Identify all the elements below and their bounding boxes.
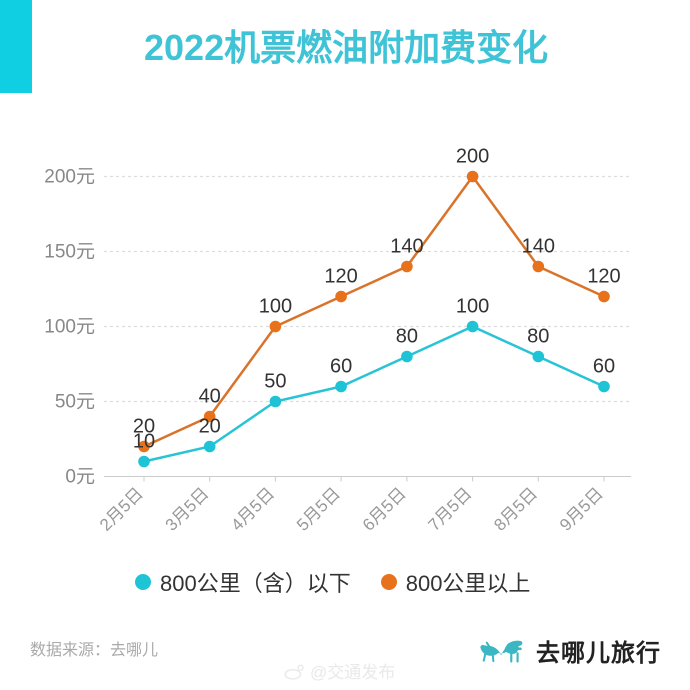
svg-text:120: 120 [587,266,620,288]
svg-text:40: 40 [199,386,221,408]
svg-text:50元: 50元 [55,392,95,413]
svg-text:80: 80 [527,326,549,348]
svg-text:120: 120 [324,266,357,288]
svg-text:3月5日: 3月5日 [162,484,213,535]
svg-text:140: 140 [522,236,555,258]
svg-text:100: 100 [259,296,292,318]
svg-text:2月5日: 2月5日 [96,484,147,535]
svg-text:4月5日: 4月5日 [227,484,278,535]
svg-text:60: 60 [593,356,615,378]
svg-text:60: 60 [330,356,352,378]
svg-text:6月5日: 6月5日 [359,484,410,535]
svg-text:80: 80 [396,326,418,348]
svg-text:9月5日: 9月5日 [556,484,607,535]
svg-text:100元: 100元 [44,317,95,338]
svg-text:200: 200 [456,146,489,168]
svg-text:5月5日: 5月5日 [293,484,344,535]
svg-text:100: 100 [456,296,489,318]
svg-text:140: 140 [390,236,423,258]
svg-text:200元: 200元 [44,167,95,188]
svg-text:50: 50 [264,371,286,393]
svg-text:20: 20 [199,416,221,438]
svg-text:10: 10 [133,431,155,453]
svg-text:8月5日: 8月5日 [490,484,541,535]
svg-text:150元: 150元 [44,242,95,263]
svg-text:7月5日: 7月5日 [425,484,476,535]
svg-text:0元: 0元 [65,467,95,488]
